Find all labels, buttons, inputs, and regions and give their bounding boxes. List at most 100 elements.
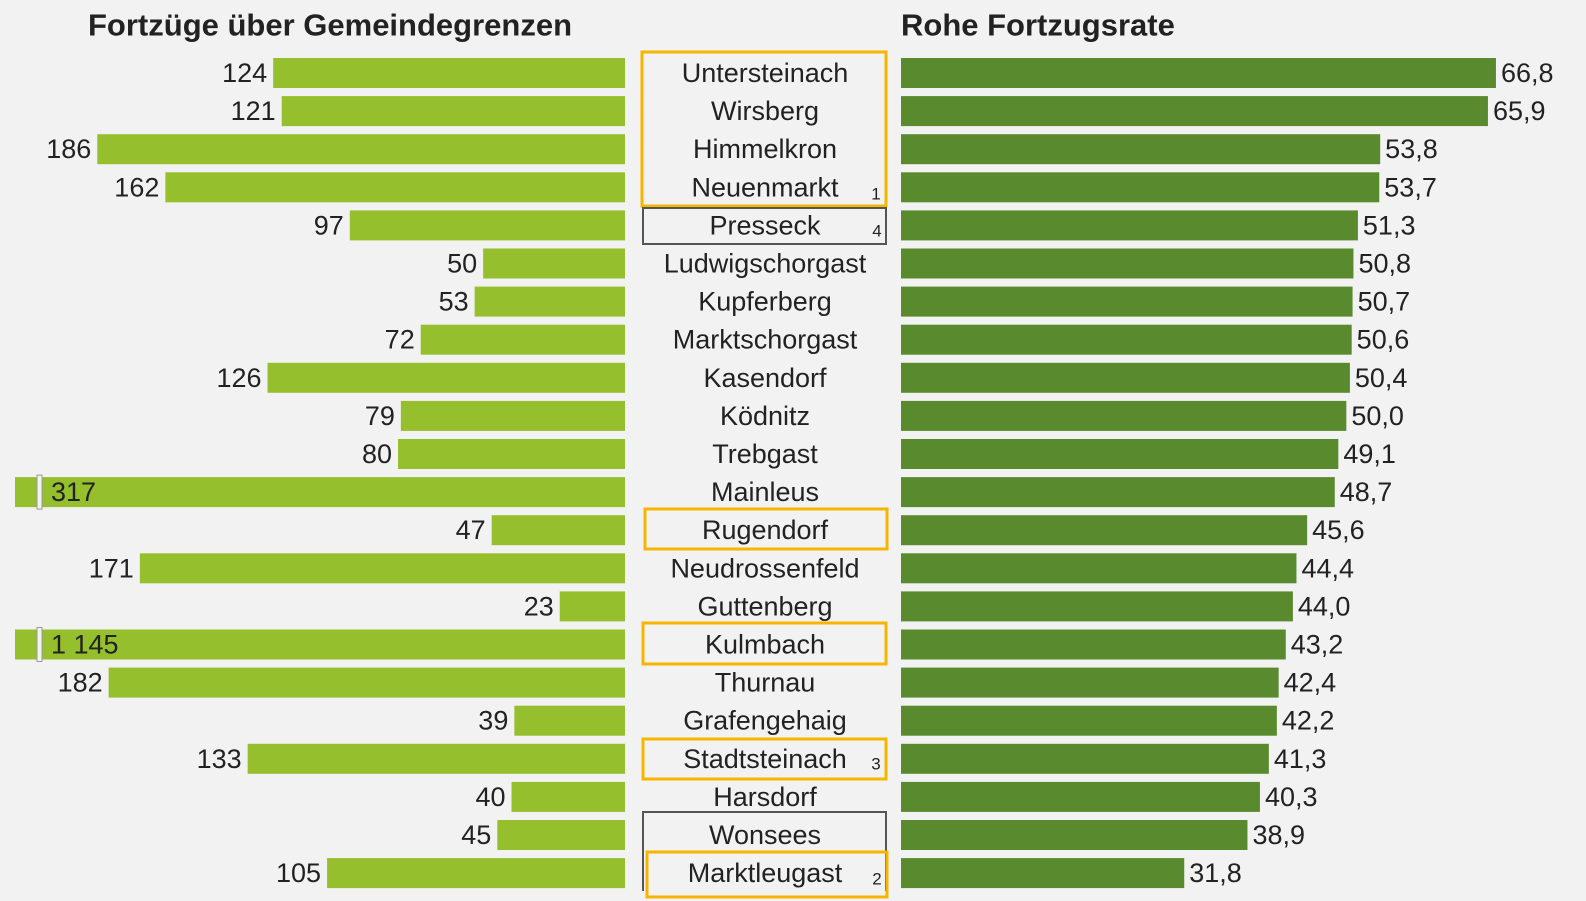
value-label: 105 [276,858,321,888]
bar [247,743,625,774]
value-label: 50 [447,249,477,279]
value-label: 45 [461,820,491,850]
value-label: 133 [197,744,242,774]
category-label: Rugendorf [702,515,829,545]
annotation: 4 [872,222,881,241]
value-label: 50,6 [1357,325,1410,355]
bar [901,210,1358,241]
bar [514,705,625,736]
bar [497,820,625,850]
category-label: Wonsees [709,820,821,850]
category-label: Guttenberg [697,591,832,621]
value-label: 182 [58,668,103,698]
value-label: 53 [439,287,469,317]
bar [901,324,1352,355]
value-label: 53,7 [1384,172,1437,202]
category-label: Himmelkron [693,134,837,164]
right-title: Rohe Fortzugsrate [901,8,1175,43]
value-label: 43,2 [1291,630,1344,660]
bar [139,553,625,584]
value-label: 40 [475,782,505,812]
bar [108,667,625,698]
category-label: Stadtsteinach [683,744,847,774]
highlight-box [645,850,889,899]
category-label: Marktleugast [688,858,843,888]
left-title: Fortzüge über Gemeindegrenzen [88,8,572,43]
value-label: 45,6 [1312,515,1365,545]
bar [559,591,625,622]
value-label: 23 [524,591,554,621]
value-label: 124 [222,58,267,88]
bar [281,96,625,127]
axis-break [36,474,43,510]
value-label: 126 [216,363,261,393]
value-label: 48,7 [1340,477,1393,507]
bar [349,210,625,241]
bar [901,629,1286,660]
bar [483,248,625,279]
category-label: Ködnitz [720,401,810,431]
bar [97,134,626,165]
bar [400,400,625,431]
bar [901,477,1335,508]
value-label: 79 [365,401,395,431]
bar [901,743,1269,774]
bar [901,286,1353,317]
outline-box [642,207,887,245]
category-label: Kupferberg [698,287,832,317]
bar [901,591,1293,622]
value-label: 42,2 [1282,706,1335,736]
bar [901,134,1381,165]
value-label: 49,1 [1343,439,1396,469]
value-label: 42,4 [1284,668,1337,698]
value-label: 97 [314,210,344,240]
bar [901,515,1308,546]
category-label: Trebgast [712,439,818,469]
value-label: 47 [456,515,486,545]
value-label: 44,4 [1301,553,1354,583]
bar [420,324,625,355]
category-label: Presseck [709,210,821,240]
annotation: 2 [872,870,881,889]
category-label: Wirsberg [711,96,819,126]
highlight-box [640,50,888,208]
category-label: Neudrossenfeld [670,553,859,583]
value-label: 41,3 [1274,744,1327,774]
bar [901,248,1354,279]
bar [273,58,625,88]
bar [474,286,625,317]
category-label: Kulmbach [705,630,825,660]
category-label: Untersteinach [682,58,849,88]
bar [901,858,1185,889]
bar [267,362,625,393]
bar [901,667,1279,698]
bar [901,362,1350,393]
bar [901,553,1297,584]
value-label: 171 [89,553,134,583]
bar [165,172,626,203]
bar [511,781,625,812]
category-label: Mainleus [711,477,819,507]
value-label: 44,0 [1298,591,1351,621]
category-label: Ludwigschorgast [664,249,867,279]
bar [901,96,1488,127]
category-label: Neuenmarkt [691,172,839,202]
value-label: 72 [385,325,415,355]
bar [15,629,625,660]
bar [327,858,625,889]
value-label: 186 [46,134,91,164]
value-label: 51,3 [1363,210,1416,240]
annotation: 3 [871,755,880,774]
value-label: 50,8 [1358,249,1411,279]
bar [398,439,625,469]
axis-break [36,627,43,662]
highlight-box [641,621,888,666]
value-label: 53,8 [1385,134,1438,164]
bar [901,781,1260,812]
category-label: Grafengehaig [683,706,847,736]
bar [901,705,1277,736]
category-label: Kasendorf [703,363,827,393]
annotation: 1 [871,185,880,204]
bar [901,172,1380,203]
value-label: 162 [114,172,159,202]
